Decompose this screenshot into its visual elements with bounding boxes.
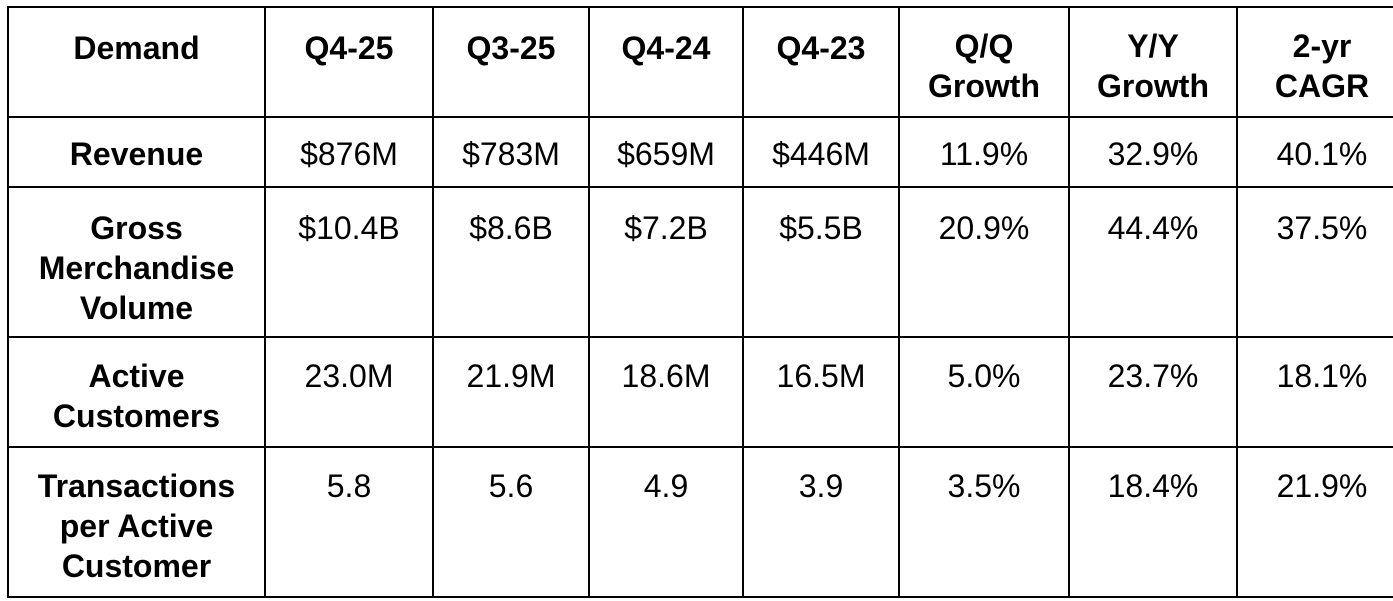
table-cell: $876M — [264, 116, 434, 188]
table-cell: 16.5M — [742, 336, 900, 448]
table-cell: $659M — [588, 116, 744, 188]
header-q4-23: Q4-23 — [742, 6, 900, 118]
table-cell: 5.6 — [432, 446, 590, 598]
table-cell: $446M — [742, 116, 900, 188]
table-cell: 11.9% — [898, 116, 1070, 188]
table-cell: 18.4% — [1068, 446, 1238, 598]
header-2yr-cagr: 2-yr CAGR — [1236, 6, 1393, 118]
table-cell: 44.4% — [1068, 186, 1238, 338]
table-cell: 5.0% — [898, 336, 1070, 448]
table-cell: 18.6M — [588, 336, 744, 448]
table-cell: 32.9% — [1068, 116, 1238, 188]
header-demand: Demand — [7, 6, 266, 118]
table-cell: 40.1% — [1236, 116, 1393, 188]
table-cell: 21.9M — [432, 336, 590, 448]
table-cell: 20.9% — [898, 186, 1070, 338]
table-cell: 21.9% — [1236, 446, 1393, 598]
table-row-revenue: Revenue $876M $783M $659M $446M 11.9% 32… — [7, 116, 1393, 188]
table-cell: 4.9 — [588, 446, 744, 598]
row-label-active-customers: Active Customers — [7, 336, 266, 448]
table-cell: $10.4B — [264, 186, 434, 338]
table-cell: 23.7% — [1068, 336, 1238, 448]
row-label-revenue: Revenue — [7, 116, 266, 188]
header-q4-24: Q4-24 — [588, 6, 744, 118]
table-cell: 3.5% — [898, 446, 1070, 598]
demand-metrics-table: Demand Q4-25 Q3-25 Q4-24 Q4-23 Q/Q Growt… — [7, 6, 1393, 598]
table-cell: $783M — [432, 116, 590, 188]
table-cell: 23.0M — [264, 336, 434, 448]
table-cell: $5.5B — [742, 186, 900, 338]
table-row-active-customers: Active Customers 23.0M 21.9M 18.6M 16.5M… — [7, 336, 1393, 448]
table-row-transactions: Transactions per Active Customer 5.8 5.6… — [7, 446, 1393, 598]
table-cell: 3.9 — [742, 446, 900, 598]
row-label-transactions: Transactions per Active Customer — [7, 446, 266, 598]
header-qq-growth: Q/Q Growth — [898, 6, 1070, 118]
table-cell: 37.5% — [1236, 186, 1393, 338]
table-header-row: Demand Q4-25 Q3-25 Q4-24 Q4-23 Q/Q Growt… — [7, 6, 1393, 118]
header-yy-growth: Y/Y Growth — [1068, 6, 1238, 118]
header-q3-25: Q3-25 — [432, 6, 590, 118]
table-cell: $7.2B — [588, 186, 744, 338]
row-label-gmv: Gross Merchandise Volume — [7, 186, 266, 338]
table-cell: 18.1% — [1236, 336, 1393, 448]
header-q4-25: Q4-25 — [264, 6, 434, 118]
table-cell: $8.6B — [432, 186, 590, 338]
table-cell: 5.8 — [264, 446, 434, 598]
table-row-gmv: Gross Merchandise Volume $10.4B $8.6B $7… — [7, 186, 1393, 338]
